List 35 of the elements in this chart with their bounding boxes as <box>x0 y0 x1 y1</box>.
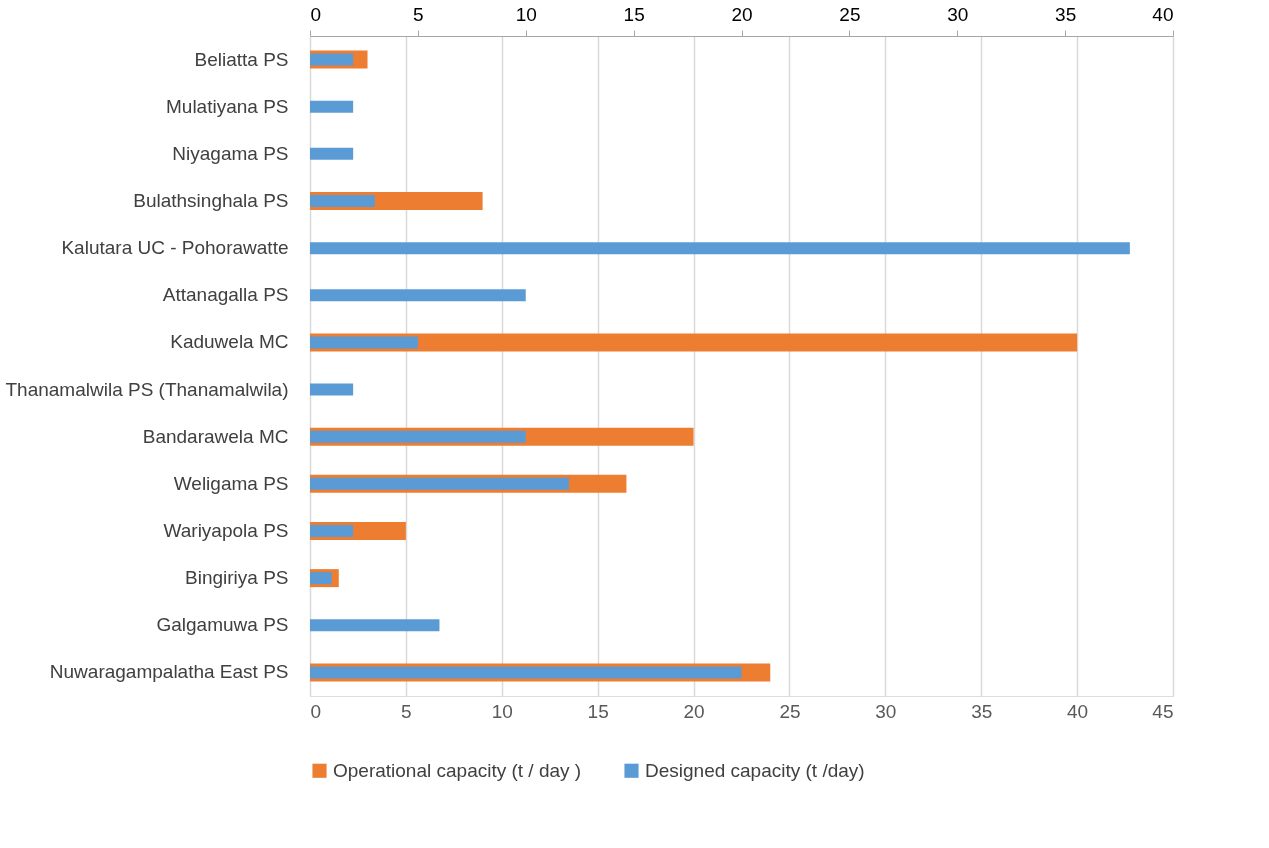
y-tick-label: Bulathsinghala PS <box>133 190 289 211</box>
x2-tick-label: 35 <box>1055 3 1077 25</box>
y-tick-label: Galgamuwa PS <box>156 614 289 636</box>
y-tick-label: Weligama PS <box>173 472 289 494</box>
x-tick-label: 30 <box>875 700 897 722</box>
x2-tick-label: 10 <box>515 3 537 25</box>
x-tick-label: 10 <box>491 700 513 722</box>
x2-tick-label: 40 <box>1152 3 1174 25</box>
x-tick-label: 45 <box>1152 700 1174 722</box>
y-tick-label: Kalutara UC - Pohorawatte <box>61 237 289 259</box>
x-tick-label: 15 <box>587 700 609 722</box>
y-tick-label: Nuwaragampalatha East PS <box>49 661 289 683</box>
x-tick-label: 0 <box>310 700 322 722</box>
y-tick-label: Thanamalwila PS (Thanamalwila) <box>5 378 289 400</box>
x2-tick-label: 25 <box>839 3 861 25</box>
x2-tick-label: 30 <box>947 3 969 25</box>
x-tick-label: 20 <box>683 700 705 722</box>
y-tick-label: Wariyapola PS <box>163 520 289 541</box>
y-tick-label: Attanagalla PS <box>162 284 289 306</box>
y-tick-label: Beliatta PS <box>194 48 289 70</box>
x2-tick-label: 0 <box>310 3 322 25</box>
x-tick-label: 5 <box>401 700 412 722</box>
y-tick-label: Mulatiyana PS <box>165 95 289 117</box>
legend-label: Designed capacity (t /day) <box>645 759 865 781</box>
x2-tick-label: 5 <box>413 3 424 25</box>
x-tick-label: 35 <box>971 700 993 722</box>
y-tick-label: Bandarawela MC <box>142 425 289 447</box>
x-tick-label: 40 <box>1067 700 1089 722</box>
y-tick-label: Niyagama PS <box>172 142 289 164</box>
x2-tick-label: 15 <box>623 3 645 25</box>
legend-label: Operational capacity (t / day ) <box>333 759 582 781</box>
x-tick-label: 25 <box>779 700 801 722</box>
x2-tick-label: 20 <box>731 3 753 25</box>
y-tick-label: Bingiriya PS <box>185 567 289 589</box>
y-tick-label: Kaduwela MC <box>170 331 289 353</box>
